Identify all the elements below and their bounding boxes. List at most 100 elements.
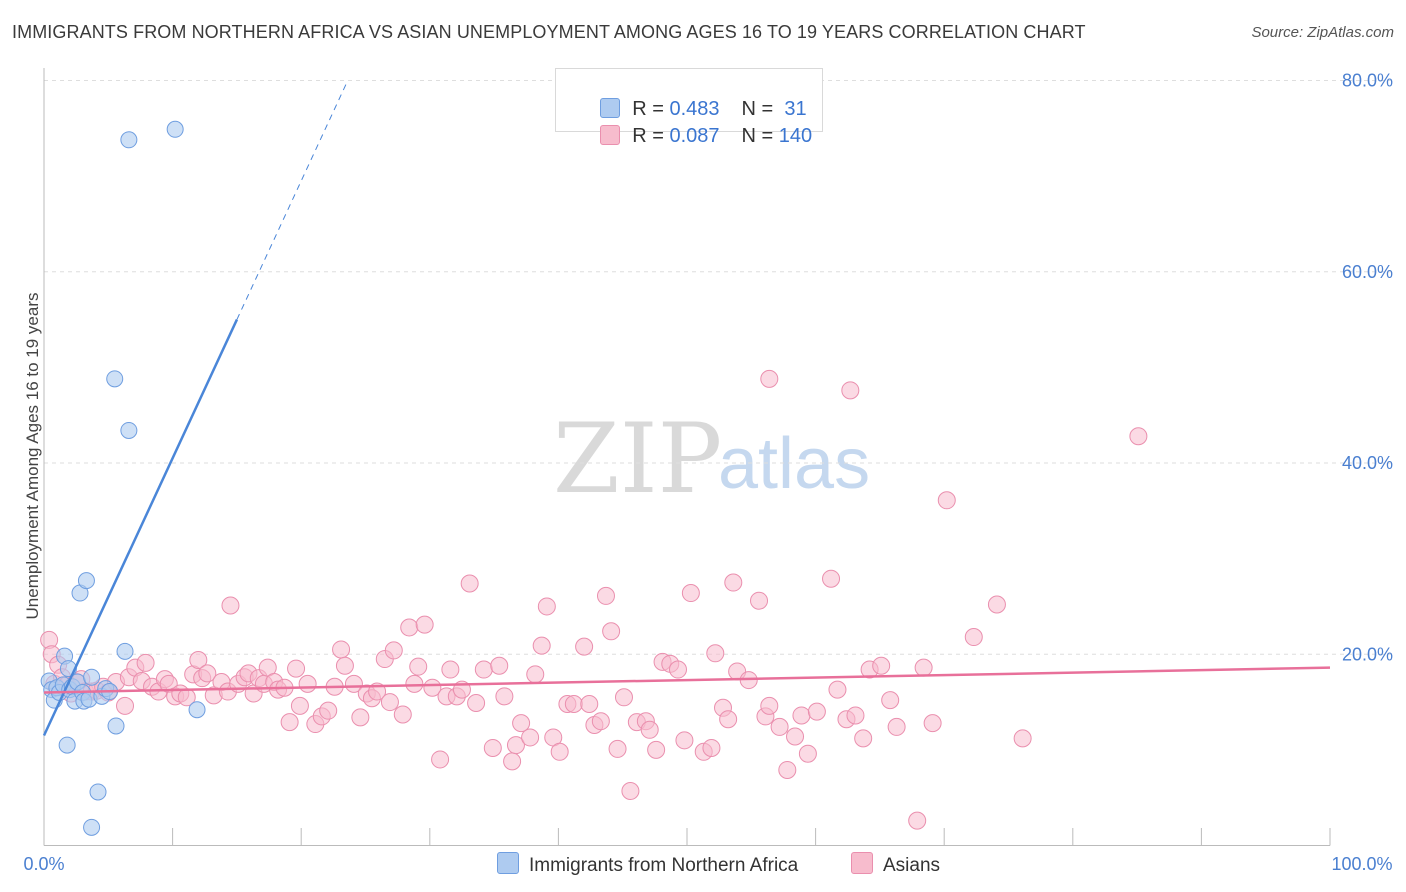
point-immigrants <box>120 131 138 149</box>
point-asians <box>405 674 424 693</box>
point-asians <box>198 664 217 683</box>
point-immigrants <box>120 421 138 439</box>
point-asians <box>914 658 933 677</box>
series-legend: Immigrants from Northern Africa Asians <box>0 852 1406 878</box>
point-asians <box>393 705 412 724</box>
point-asians <box>614 688 633 707</box>
gridlines <box>44 80 1393 655</box>
y-tick-label: 80.0% <box>1342 71 1393 91</box>
chart-source: Source: ZipAtlas.com <box>1251 24 1394 41</box>
point-asians <box>575 637 594 656</box>
point-asians <box>580 694 599 713</box>
point-asians <box>798 744 817 763</box>
point-asians <box>537 597 556 616</box>
point-asians <box>116 696 135 715</box>
point-asians <box>287 659 306 678</box>
n-label: N = <box>741 125 779 147</box>
point-immigrants <box>188 701 206 719</box>
point-asians <box>724 573 743 592</box>
point-asians <box>1013 729 1032 748</box>
point-asians <box>596 586 615 605</box>
r-value: 0.087 <box>669 125 720 147</box>
point-asians <box>621 781 640 800</box>
point-asians <box>828 680 847 699</box>
watermark-zip: ZIP <box>553 403 722 515</box>
point-asians <box>351 708 370 727</box>
y-tick-label: 40.0% <box>1342 453 1393 473</box>
point-asians <box>344 674 363 693</box>
point-asians <box>854 729 873 748</box>
point-asians <box>702 738 721 757</box>
point-asians <box>564 694 583 713</box>
point-asians <box>750 591 769 610</box>
x-tick-labels: 0.0% 100.0% <box>23 854 1392 874</box>
point-immigrants <box>106 370 124 388</box>
point-asians <box>760 369 779 388</box>
point-asians <box>335 656 354 675</box>
point-asians <box>384 641 403 660</box>
legend-label-asians: Asians <box>883 855 941 876</box>
point-asians <box>872 656 891 675</box>
point-asians <box>668 660 687 679</box>
legend-label-immigrants: Immigrants from Northern Africa <box>529 855 799 876</box>
point-asians <box>483 738 502 757</box>
trend-line-asians <box>43 666 1331 694</box>
point-asians <box>706 644 725 663</box>
point-asians <box>822 569 841 588</box>
n-label: N = <box>741 98 779 120</box>
point-asians <box>908 811 927 830</box>
point-asians <box>719 710 738 729</box>
point-asians <box>770 717 789 736</box>
n-value: 31 <box>778 98 807 120</box>
point-asians <box>923 714 942 733</box>
point-asians <box>474 660 493 679</box>
point-asians <box>532 636 551 655</box>
legend-item-asians: Asians <box>851 852 940 877</box>
x-tick-label: 0.0% <box>23 854 64 874</box>
point-asians <box>937 491 956 510</box>
point-asians <box>441 660 460 679</box>
y-tick-labels: 20.0% 40.0% 60.0% 80.0% <box>1342 71 1393 665</box>
point-immigrants <box>77 572 95 590</box>
stats-row-immigrants: R = 0.483 N = 31 <box>578 75 807 120</box>
point-asians <box>423 678 442 697</box>
point-asians <box>964 628 983 647</box>
point-asians <box>506 736 525 755</box>
point-asians <box>467 694 486 713</box>
point-immigrants <box>166 120 184 138</box>
point-asians <box>887 717 906 736</box>
watermark-atlas: atlas <box>718 424 870 504</box>
legend-item-immigrants: Immigrants from Northern Africa <box>497 852 798 877</box>
point-asians <box>431 750 450 769</box>
point-immigrants <box>107 717 125 735</box>
point-asians <box>987 595 1006 614</box>
trend-line-immigrants-extension <box>236 83 347 320</box>
point-asians <box>681 584 700 603</box>
swatch-immigrants <box>600 98 621 118</box>
x-tick-label: 100.0% <box>1331 854 1392 874</box>
watermark: ZIP atlas <box>553 403 870 515</box>
point-asians <box>647 740 666 759</box>
stats-legend: R = 0.483 N = 31 R = 0.087 N = 140 <box>555 68 823 147</box>
legend-swatch-immigrants <box>497 852 519 874</box>
chart-title: IMMIGRANTS FROM NORTHERN AFRICA VS ASIAN… <box>12 22 1086 42</box>
point-immigrants <box>116 642 134 660</box>
point-asians <box>778 760 797 779</box>
r-label: R = <box>632 98 670 120</box>
point-asians <box>521 728 540 747</box>
point-asians <box>846 706 865 725</box>
point-asians <box>495 687 514 706</box>
series-immigrants-northern-africa <box>40 120 206 836</box>
point-asians <box>602 622 621 641</box>
point-asians <box>786 727 805 746</box>
trend-line-immigrants <box>42 319 239 737</box>
point-asians <box>760 696 779 715</box>
axes <box>43 68 1331 846</box>
point-asians <box>332 640 351 659</box>
y-tick-label: 20.0% <box>1342 644 1393 664</box>
point-asians <box>319 701 338 720</box>
point-asians <box>675 731 694 750</box>
point-asians <box>490 656 509 675</box>
point-asians <box>512 714 531 733</box>
